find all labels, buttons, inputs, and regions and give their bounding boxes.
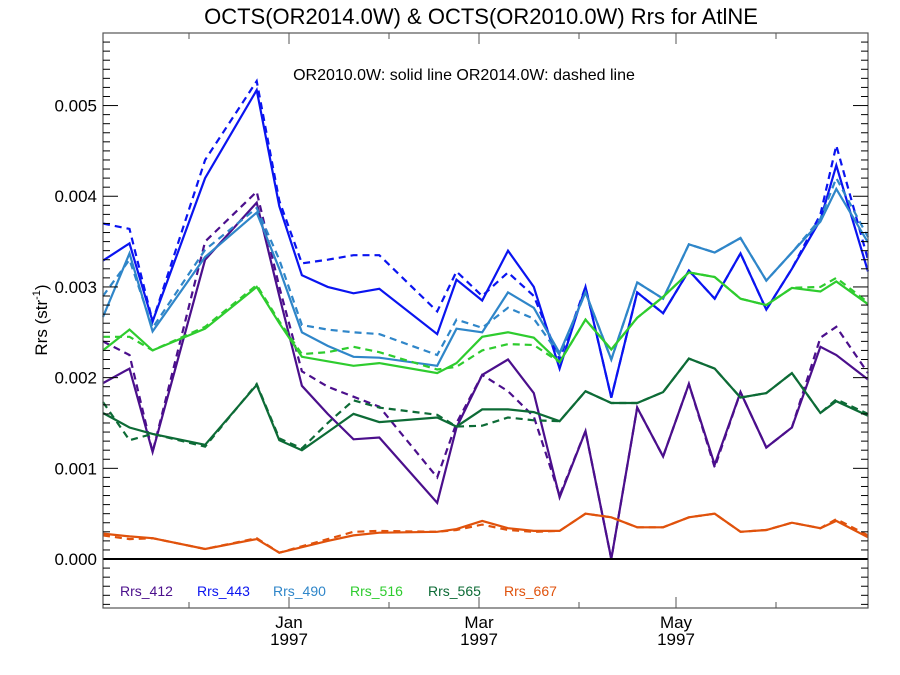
y-tick-label: 0.003: [54, 278, 97, 297]
x-tick-label-year: 1997: [460, 630, 498, 649]
plot-frame: [102, 32, 869, 609]
x-tick-label-month: Mar: [464, 613, 494, 632]
x-tick-label-year: 1997: [657, 630, 695, 649]
y-axis-label: Rrs (str-1): [31, 284, 51, 355]
series-line-rrs-490-dashed: [102, 175, 869, 363]
legend-item-rrs-443: Rrs_443: [197, 583, 250, 599]
series-line-rrs-490-solid: [101, 186, 869, 367]
series-line-rrs-565-dashed: [102, 357, 869, 450]
series-line-rrs-565-solid: [102, 357, 869, 452]
chart-title: OCTS(OR2014.0W) & OCTS(OR2010.0W) Rrs fo…: [204, 4, 758, 29]
series-line-rrs-412-solid: [102, 200, 869, 560]
series-line-rrs-667-dashed: [102, 512, 869, 554]
legend-item-rrs-667: Rrs_667: [504, 583, 557, 599]
y-tick-label: 0.002: [54, 369, 97, 388]
y-axis-label-main: Rrs (str: [32, 300, 51, 356]
series-line-rrs-412-dashed: [102, 189, 869, 560]
y-tick-label: 0.005: [54, 97, 97, 116]
x-tick-label-month: Jan: [275, 613, 302, 632]
series-line-rrs-667-solid: [102, 512, 869, 554]
y-axis-label-sup: -1: [31, 290, 43, 300]
y-axis: 0.000 0.001 0.002 0.003 0.004 0.005: [54, 41, 868, 605]
series-line-rrs-443-solid: [102, 87, 870, 398]
legend-item-rrs-412: Rrs_412: [120, 583, 173, 599]
legend-item-rrs-516: Rrs_516: [350, 583, 403, 599]
legend-item-rrs-490: Rrs_490: [273, 583, 326, 599]
y-axis-label-close: ): [32, 284, 51, 290]
y-tick-label: 0.004: [54, 187, 97, 206]
series-line-rrs-516-dashed: [103, 271, 869, 371]
line-style-annotation: OR2010.0W: solid line OR2014.0W: dashed …: [293, 67, 635, 84]
legend: Rrs_412 Rrs_443 Rrs_490 Rrs_516 Rrs_565 Rrs_6…: [120, 583, 557, 599]
x-tick-label-year: 1997: [270, 630, 308, 649]
x-tick-label-month: May: [660, 613, 693, 632]
plot-lines: [101, 78, 870, 560]
y-tick-label: 0.001: [54, 459, 97, 478]
legend-item-rrs-565: Rrs_565: [428, 583, 481, 599]
y-tick-label: 0.000: [54, 550, 97, 569]
series-line-rrs-443-dashed: [102, 78, 870, 398]
series-line-rrs-516-solid: [102, 271, 869, 375]
